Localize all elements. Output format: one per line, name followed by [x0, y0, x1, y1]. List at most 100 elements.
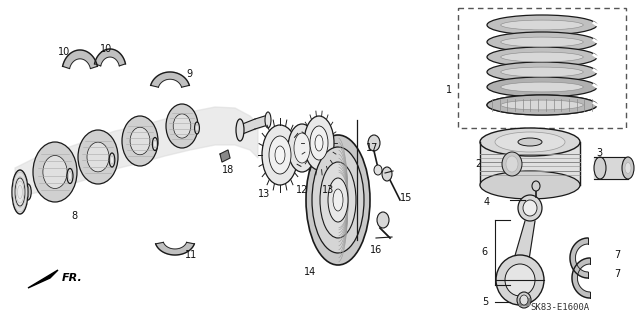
Ellipse shape: [294, 133, 310, 163]
Ellipse shape: [487, 95, 597, 115]
Text: 1: 1: [446, 85, 452, 95]
Polygon shape: [240, 115, 268, 135]
Ellipse shape: [500, 20, 583, 30]
Text: 10: 10: [100, 44, 112, 54]
Text: 5: 5: [482, 297, 488, 307]
Ellipse shape: [500, 37, 583, 47]
Ellipse shape: [505, 264, 535, 296]
Polygon shape: [572, 258, 590, 298]
Ellipse shape: [487, 47, 597, 67]
Text: 7: 7: [614, 269, 620, 279]
Text: 13: 13: [258, 189, 270, 199]
Polygon shape: [63, 50, 97, 69]
Ellipse shape: [518, 195, 542, 221]
Ellipse shape: [333, 189, 343, 211]
Ellipse shape: [480, 171, 580, 199]
Ellipse shape: [506, 156, 518, 172]
Text: 15: 15: [400, 193, 412, 203]
Ellipse shape: [111, 156, 113, 164]
Ellipse shape: [487, 32, 597, 52]
Ellipse shape: [594, 157, 606, 179]
Ellipse shape: [67, 168, 73, 183]
Ellipse shape: [315, 135, 323, 151]
Ellipse shape: [377, 212, 389, 228]
Ellipse shape: [487, 77, 597, 97]
Ellipse shape: [310, 126, 328, 160]
Ellipse shape: [152, 137, 157, 151]
Ellipse shape: [368, 135, 380, 151]
Text: 14: 14: [304, 267, 316, 277]
Ellipse shape: [68, 172, 72, 181]
Text: 3: 3: [596, 148, 602, 158]
Ellipse shape: [109, 153, 115, 167]
Polygon shape: [28, 270, 58, 288]
Ellipse shape: [523, 200, 537, 216]
Text: 4: 4: [484, 197, 490, 207]
Ellipse shape: [500, 82, 583, 92]
Polygon shape: [512, 221, 535, 266]
Ellipse shape: [374, 165, 382, 175]
Ellipse shape: [78, 130, 118, 184]
Ellipse shape: [382, 167, 392, 181]
Ellipse shape: [622, 157, 634, 179]
Text: SK83-E1600A: SK83-E1600A: [531, 303, 589, 312]
Text: 9: 9: [186, 69, 192, 79]
Text: 7: 7: [614, 250, 620, 260]
Polygon shape: [519, 298, 529, 305]
Polygon shape: [220, 150, 230, 162]
Text: 2: 2: [476, 159, 482, 169]
Ellipse shape: [15, 178, 25, 206]
Ellipse shape: [130, 127, 150, 155]
Ellipse shape: [480, 128, 580, 156]
Ellipse shape: [306, 135, 370, 265]
Text: 12: 12: [296, 185, 308, 195]
Ellipse shape: [262, 125, 298, 185]
Ellipse shape: [304, 116, 334, 170]
Ellipse shape: [487, 95, 597, 115]
Text: 10: 10: [58, 47, 70, 57]
Text: 6: 6: [482, 247, 488, 257]
Polygon shape: [570, 238, 588, 278]
Ellipse shape: [43, 155, 67, 189]
Polygon shape: [150, 72, 189, 87]
Ellipse shape: [487, 15, 597, 35]
Polygon shape: [156, 242, 195, 255]
Ellipse shape: [26, 187, 29, 197]
Text: 13: 13: [322, 185, 334, 195]
Ellipse shape: [312, 147, 364, 253]
Text: 18: 18: [222, 165, 234, 175]
Ellipse shape: [87, 142, 109, 172]
Ellipse shape: [520, 295, 528, 305]
Text: 17: 17: [366, 143, 378, 153]
Ellipse shape: [12, 170, 28, 214]
Ellipse shape: [328, 178, 348, 222]
Ellipse shape: [265, 112, 271, 128]
Ellipse shape: [288, 124, 316, 172]
Ellipse shape: [33, 142, 77, 202]
Ellipse shape: [275, 146, 285, 164]
Ellipse shape: [532, 181, 540, 191]
Bar: [458, 8, 626, 128]
Ellipse shape: [122, 116, 158, 166]
Ellipse shape: [517, 292, 531, 308]
Polygon shape: [594, 157, 628, 179]
Ellipse shape: [236, 119, 244, 141]
Ellipse shape: [487, 62, 597, 82]
Ellipse shape: [625, 162, 631, 174]
Ellipse shape: [173, 114, 191, 138]
Ellipse shape: [320, 162, 356, 238]
Ellipse shape: [518, 138, 542, 146]
Text: 16: 16: [370, 245, 382, 255]
Text: 11: 11: [185, 250, 197, 260]
Ellipse shape: [196, 124, 198, 132]
Ellipse shape: [502, 152, 522, 176]
Text: 8: 8: [72, 211, 78, 221]
Polygon shape: [15, 107, 258, 195]
Ellipse shape: [496, 255, 544, 305]
Ellipse shape: [154, 140, 156, 148]
Ellipse shape: [269, 136, 291, 174]
Ellipse shape: [500, 52, 583, 62]
Ellipse shape: [195, 122, 200, 134]
Ellipse shape: [500, 67, 583, 77]
Polygon shape: [480, 142, 580, 185]
